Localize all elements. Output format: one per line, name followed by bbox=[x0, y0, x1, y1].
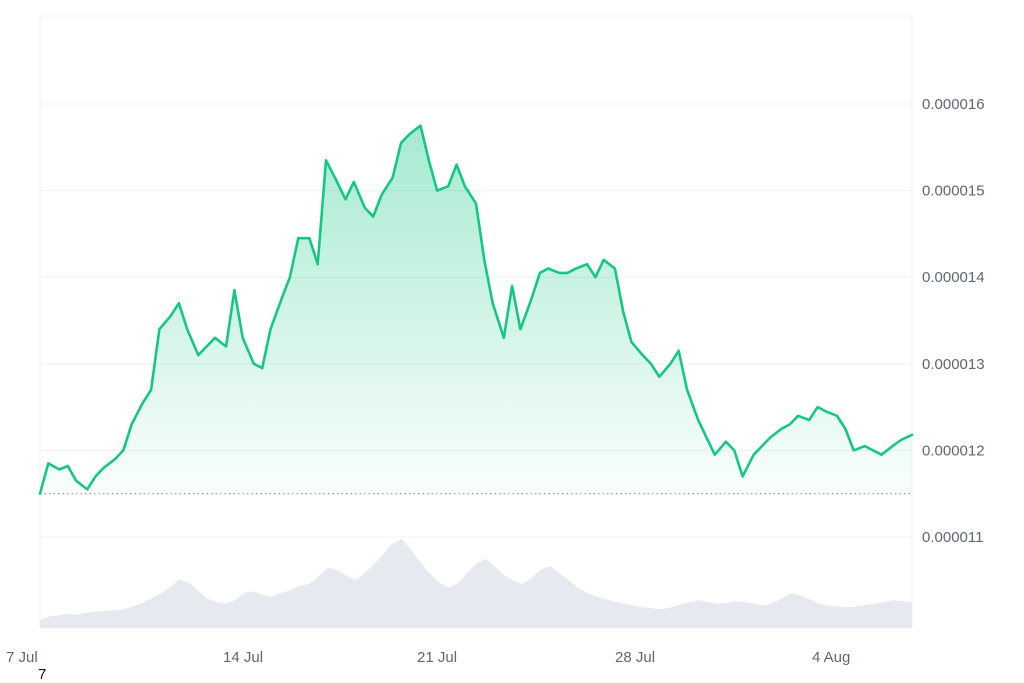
x-tick-label: 28 Jul bbox=[615, 649, 655, 666]
y-axis-ticks: 0.000016 0.000015 0.000014 0.000013 0.000012… bbox=[922, 96, 985, 546]
x-tick-label: 7 Jul bbox=[6, 649, 38, 666]
stray-label: 7 bbox=[38, 666, 47, 683]
y-tick-label: 0.000012 bbox=[922, 442, 985, 459]
x-tick-label: 21 Jul bbox=[417, 649, 457, 666]
y-tick-label: 0.000016 bbox=[922, 96, 985, 113]
price-series-line bbox=[38, 124, 914, 495]
price-area-fill bbox=[40, 125, 912, 494]
y-tick-label: 0.000013 bbox=[922, 356, 985, 373]
price-area bbox=[40, 125, 912, 494]
price-line bbox=[38, 124, 914, 495]
volume-shape bbox=[40, 539, 912, 628]
volume-area bbox=[40, 539, 912, 628]
y-tick-label: 0.000011 bbox=[922, 529, 983, 546]
x-axis-ticks: 7 Jul 14 Jul 21 Jul 28 Jul 4 Aug bbox=[6, 649, 850, 666]
x-tick-label: 4 Aug bbox=[812, 649, 850, 666]
y-tick-label: 0.000015 bbox=[922, 183, 985, 200]
y-tick-label: 0.000014 bbox=[922, 269, 985, 286]
x-tick-label: 14 Jul bbox=[223, 649, 263, 666]
